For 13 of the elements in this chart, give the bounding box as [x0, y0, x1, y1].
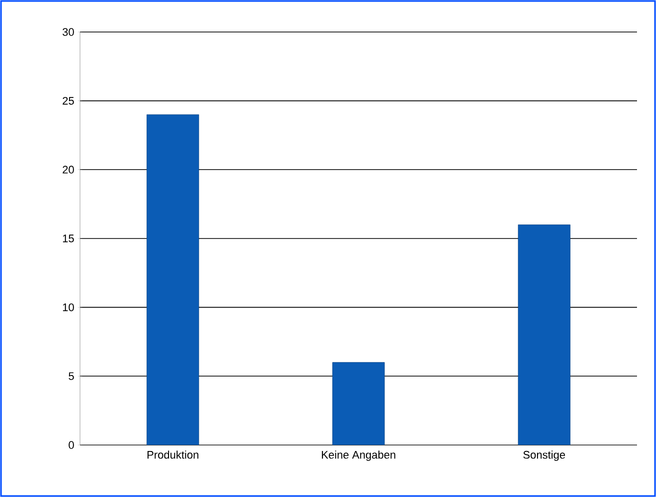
y-tick-label: 30 — [62, 28, 74, 36]
x-tick-label: Sonstige — [523, 450, 566, 461]
bar — [332, 362, 385, 445]
bar — [146, 114, 200, 445]
y-tick-label: 20 — [62, 166, 74, 174]
y-tick-label: 0 — [68, 441, 74, 449]
y-tick-label: 15 — [63, 234, 74, 242]
y-tick-label: 10 — [63, 303, 74, 312]
x-tick-label: Keine Angaben — [322, 450, 396, 461]
x-tick-label: Produktion — [148, 450, 198, 459]
y-tick-label: 25 — [62, 96, 74, 105]
bar — [518, 224, 570, 445]
y-tick-label: 5 — [68, 372, 74, 380]
